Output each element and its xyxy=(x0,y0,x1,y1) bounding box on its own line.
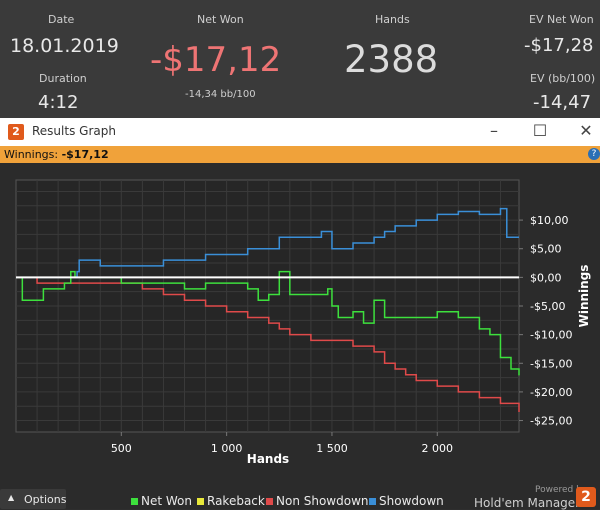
brand-logo-icon: 2 xyxy=(576,487,596,507)
close-icon[interactable]: ✕ xyxy=(579,121,593,140)
y-tick-label: -$10,00 xyxy=(530,329,572,342)
chart-series xyxy=(16,207,520,412)
window-titlebar[interactable]: 2 Results Graph – ☐ ✕ xyxy=(0,118,600,146)
series-non-showdown xyxy=(16,276,520,412)
y-axis: $10,00 $5,00 $0,00 -$5,00 -$10,00 -$15,00 -$20… xyxy=(519,214,572,428)
x-tick-label: 500 xyxy=(111,442,132,455)
powered-by-label: Powered by xyxy=(535,485,588,495)
y-tick-label: $5,00 xyxy=(530,243,562,256)
legend-swatch-showdown xyxy=(369,498,376,505)
y-tick-label: -$25,00 xyxy=(530,415,572,428)
x-tick-label: 2 000 xyxy=(422,442,454,455)
series-showdown xyxy=(16,207,519,279)
window-title: Results Graph xyxy=(32,124,116,138)
help-icon[interactable]: ? xyxy=(588,148,600,160)
legend-showdown[interactable]: Showdown xyxy=(379,494,444,508)
series-net-won xyxy=(16,270,520,376)
y-tick-label: -$20,00 xyxy=(530,386,572,399)
x-tick-label: 1 500 xyxy=(316,442,348,455)
net-won-value: -$17,12 xyxy=(150,40,282,80)
legend-swatch-non-showdown xyxy=(266,498,273,505)
net-won-label: Net Won xyxy=(197,13,244,26)
date-value: 18.01.2019 xyxy=(10,35,119,57)
brand-name: Hold'em Manager xyxy=(474,496,581,510)
duration-value: 4:12 xyxy=(38,92,79,113)
legend-non-showdown[interactable]: Non Showdown xyxy=(276,494,369,508)
legend-swatch-net-won xyxy=(131,498,138,505)
ev-net-won-label: EV Net Won xyxy=(529,13,594,26)
winnings-bar: Winnings: -$17,12 ? xyxy=(0,146,600,163)
options-button[interactable]: ▲ Options xyxy=(0,489,66,509)
chevron-up-icon: ▲ xyxy=(8,493,15,502)
hands-label: Hands xyxy=(375,13,410,26)
y-tick-label: $0,00 xyxy=(530,271,562,284)
legend-net-won[interactable]: Net Won xyxy=(141,494,192,508)
y-axis-title: Winnings xyxy=(577,265,591,328)
winnings-value: -$17,12 xyxy=(61,148,109,161)
app-logo-icon: 2 xyxy=(8,124,24,140)
chart-grid xyxy=(16,180,519,432)
y-tick-label: -$15,00 xyxy=(530,357,572,370)
winnings-label: Winnings: xyxy=(4,148,62,161)
minimize-icon[interactable]: – xyxy=(490,121,498,140)
x-tick-label: 1 000 xyxy=(211,442,243,455)
legend-rakeback[interactable]: Rakeback xyxy=(207,494,265,508)
legend-swatch-rakeback xyxy=(197,498,204,505)
maximize-icon[interactable]: ☐ xyxy=(532,121,548,140)
stats-panel: Date 18.01.2019 Duration 4:12 Net Won -$… xyxy=(0,0,600,118)
results-chart: $10,00 $5,00 $0,00 -$5,00 -$10,00 -$15,00 -$20… xyxy=(0,163,600,487)
ev-net-won-value: -$17,28 xyxy=(524,35,594,56)
x-axis: 500 1 000 1 500 2 000 xyxy=(111,432,453,455)
x-axis-title: Hands xyxy=(247,452,289,466)
net-won-bb: -14,34 bb/100 xyxy=(185,89,256,100)
y-tick-label: $10,00 xyxy=(530,214,569,227)
ev-bb-value: -14,47 xyxy=(533,92,592,113)
y-tick-label: -$5,00 xyxy=(530,300,565,313)
duration-label: Duration xyxy=(39,72,87,85)
hands-value: 2388 xyxy=(344,38,439,81)
ev-bb-label: EV (bb/100) xyxy=(530,72,596,85)
date-label: Date xyxy=(48,13,75,26)
